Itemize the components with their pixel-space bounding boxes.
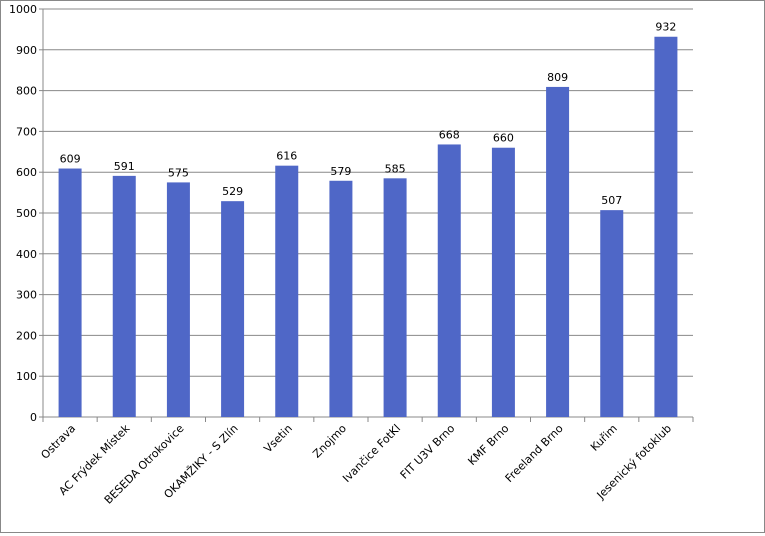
data-label: 585 — [385, 162, 406, 175]
data-label: 575 — [168, 166, 189, 179]
data-label: 660 — [493, 132, 514, 145]
data-label: 529 — [222, 185, 243, 198]
x-tick-label: FIT U3V Brno — [398, 422, 458, 482]
data-label: 616 — [276, 150, 297, 163]
x-tick-label: Znojmo — [310, 422, 349, 461]
y-tick-label: 800 — [16, 85, 37, 98]
data-label: 579 — [330, 165, 351, 178]
bar — [491, 147, 515, 417]
bar — [58, 168, 82, 417]
y-tick-label: 300 — [16, 289, 37, 302]
y-tick-label: 200 — [16, 329, 37, 342]
bar — [275, 165, 299, 417]
y-tick-label: 600 — [16, 166, 37, 179]
y-tick-label: 500 — [16, 207, 37, 220]
x-tick-label: Kuřim — [588, 422, 620, 454]
y-tick-label: 900 — [16, 44, 37, 57]
y-tick-label: 700 — [16, 125, 37, 138]
bar — [437, 144, 461, 417]
data-label: 809 — [547, 71, 568, 84]
bar — [600, 210, 624, 417]
x-tick-label: Ostrava — [38, 422, 78, 462]
data-label: 507 — [601, 194, 622, 207]
x-tick-label: Vsetin — [261, 422, 295, 456]
data-label: 591 — [114, 160, 135, 173]
y-tick-label: 100 — [16, 370, 37, 383]
bar — [383, 178, 407, 417]
bar — [329, 180, 353, 417]
y-tick-label: 0 — [30, 411, 37, 424]
x-tick-label: Ivančice FotKl — [340, 422, 403, 485]
data-label: 668 — [439, 128, 460, 141]
bar — [654, 36, 678, 418]
data-label: 609 — [60, 153, 81, 166]
y-tick-label: 1000 — [9, 3, 37, 16]
data-label: 932 — [655, 21, 676, 34]
y-tick-label: 400 — [16, 248, 37, 261]
x-tick-label: Freeland Brno — [503, 422, 566, 485]
x-tick-label: KMF Brno — [465, 422, 511, 468]
bar — [221, 201, 245, 417]
bar — [546, 86, 570, 417]
bar — [166, 182, 190, 417]
bar — [112, 175, 136, 417]
